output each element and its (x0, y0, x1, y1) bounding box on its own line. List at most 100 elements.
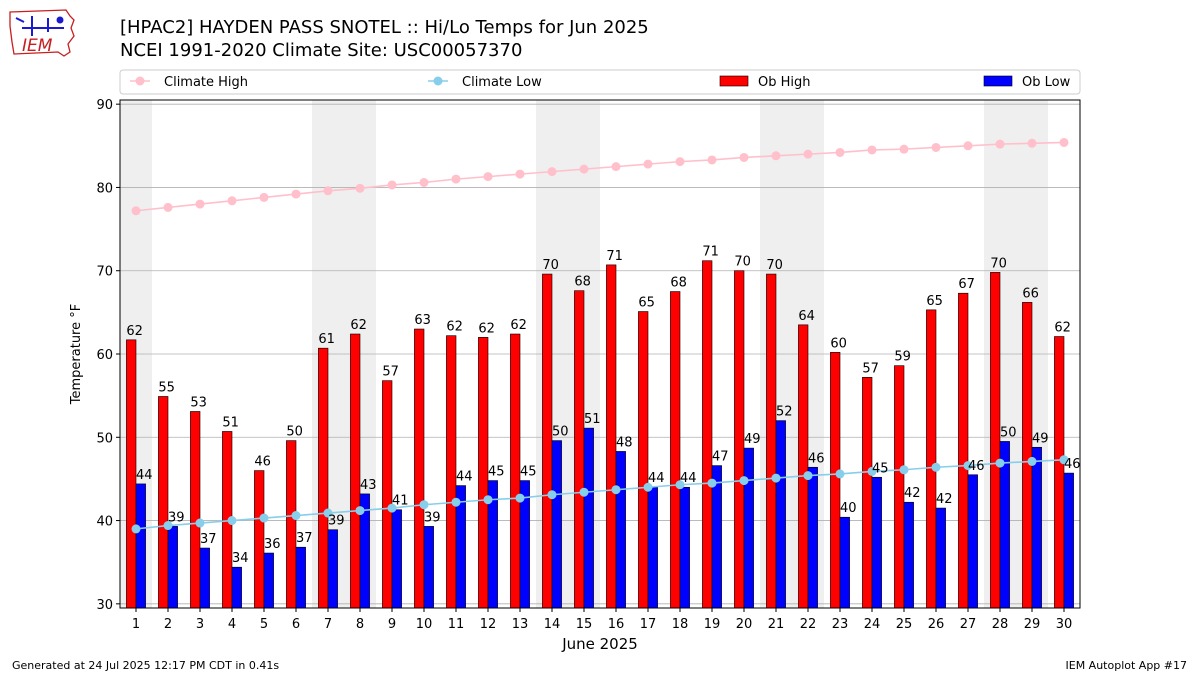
ob-low-value-label: 37 (296, 531, 313, 546)
climate-high-point (419, 177, 429, 187)
ob-low-bar (647, 486, 658, 609)
ob-high-value-label: 53 (190, 395, 207, 410)
x-tick-label: 11 (448, 617, 465, 632)
y-tick-label: 60 (96, 348, 113, 363)
climate-high-point (483, 172, 493, 182)
ob-high-value-label: 51 (222, 415, 239, 430)
ob-high-value-label: 62 (446, 320, 463, 335)
legend-box (119, 69, 1081, 95)
ob-low-bar (935, 507, 946, 609)
climate-high-point (163, 202, 173, 212)
ob-low-bar (839, 516, 850, 609)
ob-high-value-label: 70 (990, 256, 1007, 271)
ob-high-bar (350, 333, 361, 609)
ob-high-value-label: 62 (1054, 321, 1071, 336)
ob-low-bar (231, 566, 242, 609)
ob-high-value-label: 70 (766, 258, 783, 273)
climate-low-point (931, 462, 941, 472)
plot-frame (119, 99, 1081, 609)
ob-low-value-label: 41 (392, 494, 409, 509)
climate-low-point (771, 473, 781, 483)
climate-high-point (291, 189, 301, 199)
logo-text: IEM (22, 36, 53, 56)
x-tick-label: 30 (1056, 617, 1073, 632)
climate-low-point (163, 521, 173, 531)
ob-low-value-label: 44 (456, 470, 473, 485)
climate-high-point (323, 186, 333, 196)
ob-high-bar (958, 292, 969, 609)
climate-low-point (867, 466, 877, 476)
ob-low-bar (1031, 446, 1042, 609)
ob-low-value-label: 45 (872, 461, 889, 476)
ob-low-value-label: 48 (616, 435, 633, 450)
climate-low-point (995, 458, 1005, 468)
x-tick-label: 18 (672, 617, 689, 632)
ob-high-value-label: 71 (606, 249, 623, 264)
x-tick-label: 20 (736, 617, 753, 632)
ob-low-value-label: 36 (264, 537, 281, 552)
climate-low-point (323, 508, 333, 518)
climate-high-point (611, 162, 621, 172)
x-tick-label: 10 (416, 617, 433, 632)
legend: Climate High Climate Low Ob High Ob Low (119, 69, 1081, 95)
climate-high-point (1059, 137, 1069, 147)
y-tick-label: 90 (96, 98, 113, 113)
x-tick-label: 19 (704, 617, 721, 632)
climate-low-point (515, 493, 525, 503)
climate-high-point (131, 206, 141, 216)
x-tick-label: 28 (992, 617, 1009, 632)
climate-high-point (739, 152, 749, 162)
ob-low-value-label: 42 (904, 486, 921, 501)
ob-low-bar (135, 483, 146, 609)
y-tick-label: 40 (96, 515, 113, 530)
climate-low-point (675, 480, 685, 490)
climate-high-point (259, 192, 269, 202)
climate-low-point (707, 478, 717, 488)
climate-low-point (195, 518, 205, 528)
climate-high-point (355, 183, 365, 193)
ob-low-value-label: 39 (168, 510, 185, 525)
climate-high-point (867, 145, 877, 155)
ob-high-bar (574, 290, 585, 609)
climate-high-point (451, 174, 461, 184)
ob-high-bar (318, 347, 329, 609)
x-tick-label: 15 (576, 617, 593, 632)
ob-high-value-label: 59 (894, 350, 911, 365)
ob-low-bar (871, 476, 882, 609)
ob-high-bar (926, 309, 937, 609)
ob-high-value-label: 62 (510, 318, 527, 333)
climate-high-line (135, 141, 1065, 212)
climate-low-point (131, 524, 141, 534)
x-tick-label: 27 (960, 617, 977, 632)
x-tick-label: 2 (164, 617, 172, 632)
x-tick-label: 23 (832, 617, 849, 632)
y-tick-label: 70 (96, 265, 113, 280)
climate-high-point (803, 149, 813, 159)
ob-low-bar (583, 427, 594, 609)
ob-high-bar (190, 411, 201, 609)
ob-high-bar (862, 377, 873, 609)
ob-high-value-label: 55 (158, 380, 175, 395)
climate-low-point (1059, 455, 1069, 465)
ob-low-bar (775, 420, 786, 609)
climate-high-point (195, 199, 205, 209)
climate-low-point (259, 513, 269, 523)
climate-low-point (355, 506, 365, 516)
climate-low-point (899, 465, 909, 475)
ob-low-value-label: 34 (232, 551, 249, 566)
climate-high-point (643, 159, 653, 169)
climate-low-point (1027, 456, 1037, 466)
ob-high-value-label: 46 (254, 455, 271, 470)
ob-low-value-label: 37 (200, 532, 217, 547)
ob-low-value-label: 49 (1032, 431, 1049, 446)
climate-low-line (135, 458, 1065, 530)
ob-high-value-label: 68 (670, 276, 687, 291)
app-credit: IEM Autoplot App #17 (1065, 659, 1188, 672)
ob-high-bar (158, 396, 169, 609)
ob-high-bar (478, 337, 489, 609)
climate-low-point (835, 469, 845, 479)
ob-high-value-label: 65 (926, 294, 943, 309)
x-tick-label: 21 (768, 617, 785, 632)
ob-high-bar (606, 264, 617, 609)
ob-low-bar (327, 529, 338, 609)
